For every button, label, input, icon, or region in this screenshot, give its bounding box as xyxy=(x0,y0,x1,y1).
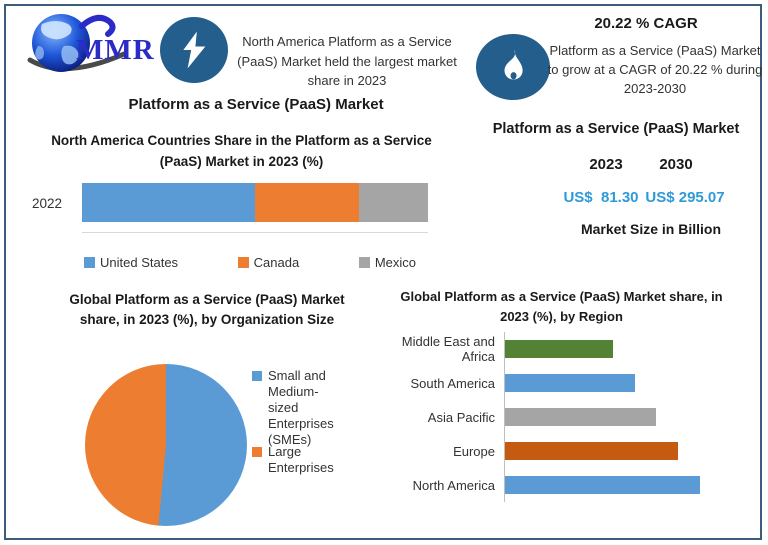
region-plot-area xyxy=(504,468,705,502)
region-label: Middle East and Africa xyxy=(401,334,495,364)
org-size-pie xyxy=(85,364,247,526)
na-share-chart-title: North America Countries Share in the Pla… xyxy=(51,133,432,169)
market-size-2030-value: US$ 295.07 xyxy=(645,189,725,206)
region-row: Asia Pacific xyxy=(384,400,714,434)
bar-segment-mexico xyxy=(358,183,428,222)
region-plot-area xyxy=(504,400,705,434)
legend-label: Large Enterprises xyxy=(268,444,334,475)
left-section-title: Platform as a Service (PaaS) Market xyxy=(128,96,384,113)
region-label: North America xyxy=(412,477,495,493)
market-size-title: Platform as a Service (PaaS) Market xyxy=(492,121,740,137)
region-bar xyxy=(505,408,657,426)
region-bar xyxy=(505,374,635,392)
market-size-caption: Market Size in Billion xyxy=(580,221,722,237)
na-share-legend: United States Canada Mexico xyxy=(84,255,416,270)
na-share-axis-line xyxy=(82,232,428,233)
legend-label: United States xyxy=(100,255,179,270)
legend-label: Small and Medium-sized Enterprises (SMEs… xyxy=(268,368,334,447)
region-row: Europe xyxy=(384,434,714,468)
legend-item: Canada xyxy=(237,255,300,270)
pie-legend-item-large: Large Enterprises xyxy=(252,444,342,476)
region-bar xyxy=(505,340,614,358)
cagr-title: 20.22 % CAGR xyxy=(594,15,698,32)
year-2023-label: 2023 xyxy=(589,156,623,173)
legend-swatch xyxy=(252,447,262,457)
region-row: Middle East and Africa xyxy=(384,332,714,366)
region-label: Europe xyxy=(453,443,495,459)
region-bar xyxy=(505,442,678,460)
region-label: Asia Pacific xyxy=(427,409,495,425)
infographic-frame: MMR North America Platform as a Service … xyxy=(4,4,762,540)
na-share-stacked-bar xyxy=(82,183,428,222)
bar-segment-canada xyxy=(255,183,359,222)
flame-icon xyxy=(476,34,550,100)
mmr-logo: MMR xyxy=(24,10,164,78)
cagr-banner-text: Platform as a Service (PaaS) Market to g… xyxy=(547,43,763,96)
globe-icon xyxy=(27,14,127,72)
market-size-2023-value: US$ 81.30 xyxy=(563,189,639,206)
region-bar-chart: Middle East and Africa South America Asia … xyxy=(384,332,714,502)
legend-swatch xyxy=(237,257,249,268)
na-share-category-label: 2022 xyxy=(32,196,63,211)
region-label: South America xyxy=(410,375,495,391)
legend-item: Mexico xyxy=(358,255,416,270)
legend-label: Mexico xyxy=(374,255,416,270)
region-chart-title: Global Platform as a Service (PaaS) Mark… xyxy=(400,289,723,324)
region-row: North America xyxy=(384,468,714,502)
legend-label: Canada xyxy=(253,255,300,270)
highlight-banner-text: North America Platform as a Service (Paa… xyxy=(237,34,457,88)
region-row: South America xyxy=(384,366,714,400)
year-2030-label: 2030 xyxy=(659,156,693,173)
region-plot-area xyxy=(504,366,705,400)
region-plot-area xyxy=(504,332,705,366)
logo-wordmark: MMR xyxy=(76,34,155,66)
org-size-chart-title: Global Platform as a Service (PaaS) Mark… xyxy=(69,292,345,328)
bar-segment-united-states xyxy=(82,183,255,222)
region-bar xyxy=(505,476,700,494)
legend-swatch xyxy=(84,257,95,268)
legend-item: United States xyxy=(84,255,178,270)
legend-swatch xyxy=(358,257,370,268)
pie-legend-item-smes: Small and Medium-sized Enterprises (SMEs… xyxy=(252,368,342,448)
region-plot-area xyxy=(504,434,705,468)
legend-swatch xyxy=(252,371,262,381)
lightning-icon xyxy=(160,17,228,83)
